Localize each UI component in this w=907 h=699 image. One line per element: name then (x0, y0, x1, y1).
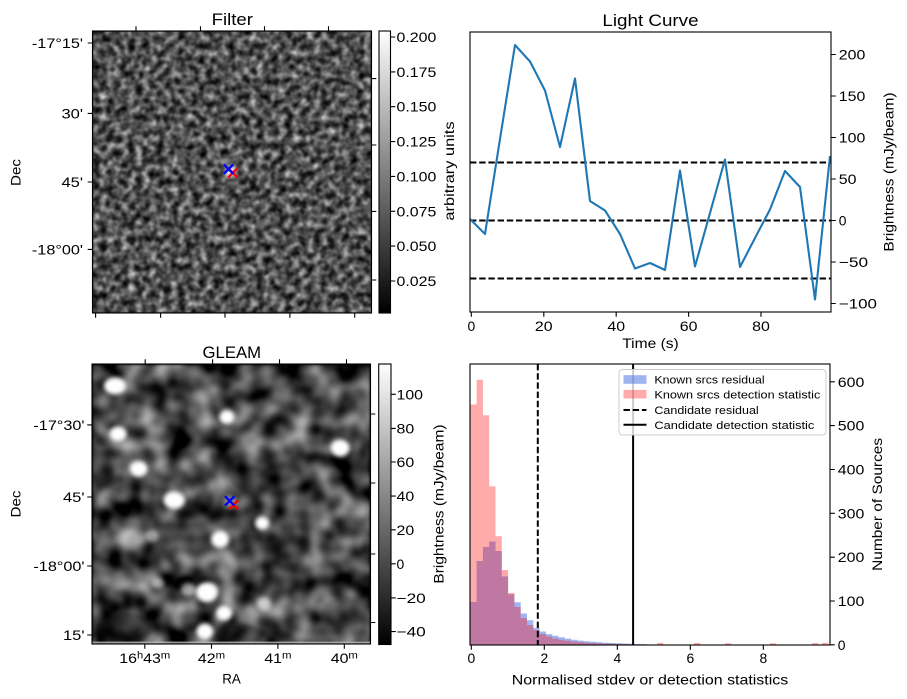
svg-text:Known srcs residual: Known srcs residual (654, 375, 764, 387)
svg-text:Brightness (mJy/beam): Brightness (mJy/beam) (881, 92, 897, 251)
svg-text:4: 4 (613, 650, 621, 666)
svg-text:100: 100 (839, 130, 866, 146)
svg-text:Candidate detection statistic: Candidate detection statistic (654, 420, 814, 432)
svg-text:30': 30' (62, 105, 84, 121)
svg-text:2: 2 (540, 650, 548, 666)
svg-text:0: 0 (467, 318, 475, 334)
svg-text:Time (s): Time (s) (622, 335, 679, 351)
svg-text:45': 45' (62, 174, 84, 190)
svg-text:−50: −50 (839, 254, 869, 270)
svg-text:-17°15': -17°15' (32, 35, 83, 51)
svg-text:400: 400 (838, 462, 865, 478)
svg-text:16h43m: 16h43m (119, 650, 170, 666)
svg-text:0: 0 (467, 650, 475, 666)
svg-text:60: 60 (397, 454, 415, 470)
svg-text:200: 200 (839, 47, 866, 63)
svg-text:600: 600 (838, 374, 865, 390)
svg-text:40: 40 (397, 488, 415, 504)
svg-text:60: 60 (680, 318, 698, 334)
svg-text:0: 0 (839, 213, 847, 229)
svg-text:Candidate residual: Candidate residual (654, 405, 758, 417)
svg-text:40: 40 (607, 318, 625, 334)
svg-text:20: 20 (397, 522, 415, 538)
svg-text:100: 100 (838, 593, 865, 609)
svg-text:−40: −40 (397, 624, 427, 640)
svg-text:200: 200 (838, 549, 865, 565)
svg-text:0.125: 0.125 (397, 134, 437, 150)
svg-text:0: 0 (397, 556, 405, 572)
svg-text:80: 80 (752, 318, 770, 334)
svg-text:20: 20 (535, 318, 553, 334)
svg-text:0.050: 0.050 (397, 238, 437, 254)
svg-text:42m: 42m (198, 650, 225, 666)
svg-text:Known srcs detection statistic: Known srcs detection statistic (654, 390, 820, 402)
svg-text:500: 500 (838, 418, 865, 434)
svg-text:Brightness (mJy/beam): Brightness (mJy/beam) (431, 424, 447, 583)
svg-text:Dec: Dec (8, 159, 24, 186)
svg-text:0.075: 0.075 (397, 203, 437, 219)
svg-text:6: 6 (686, 650, 694, 666)
svg-text:80: 80 (397, 420, 415, 436)
svg-text:0.100: 0.100 (397, 168, 437, 184)
svg-text:Filter: Filter (212, 10, 254, 29)
svg-text:-17°30': -17°30' (33, 417, 84, 433)
svg-text:40m: 40m (331, 650, 358, 666)
svg-text:50: 50 (839, 171, 857, 187)
svg-text:−100: −100 (839, 296, 878, 312)
svg-text:RA: RA (222, 671, 241, 687)
svg-text:0.175: 0.175 (397, 64, 437, 80)
svg-text:-18°00': -18°00' (32, 241, 83, 257)
svg-text:GLEAM: GLEAM (203, 343, 262, 362)
svg-text:0.025: 0.025 (397, 273, 437, 289)
svg-text:100: 100 (397, 386, 424, 402)
svg-text:-18°00': -18°00' (33, 558, 84, 574)
svg-text:Dec: Dec (8, 490, 24, 517)
svg-text:8: 8 (759, 650, 767, 666)
svg-text:300: 300 (838, 505, 865, 521)
svg-text:150: 150 (839, 88, 866, 104)
svg-text:arbitrary units: arbitrary units (441, 121, 457, 220)
svg-text:0: 0 (838, 637, 846, 653)
svg-text:Number of Sources: Number of Sources (869, 438, 885, 571)
svg-text:Light Curve: Light Curve (602, 11, 698, 30)
svg-text:45': 45' (63, 489, 85, 505)
svg-text:15': 15' (63, 627, 85, 643)
svg-text:Normalised stdev or detection: Normalised stdev or detection statistics (512, 672, 788, 688)
svg-text:41m: 41m (264, 650, 291, 666)
svg-text:0.150: 0.150 (397, 99, 437, 115)
svg-text:0.200: 0.200 (397, 29, 437, 45)
svg-text:−20: −20 (397, 590, 427, 606)
